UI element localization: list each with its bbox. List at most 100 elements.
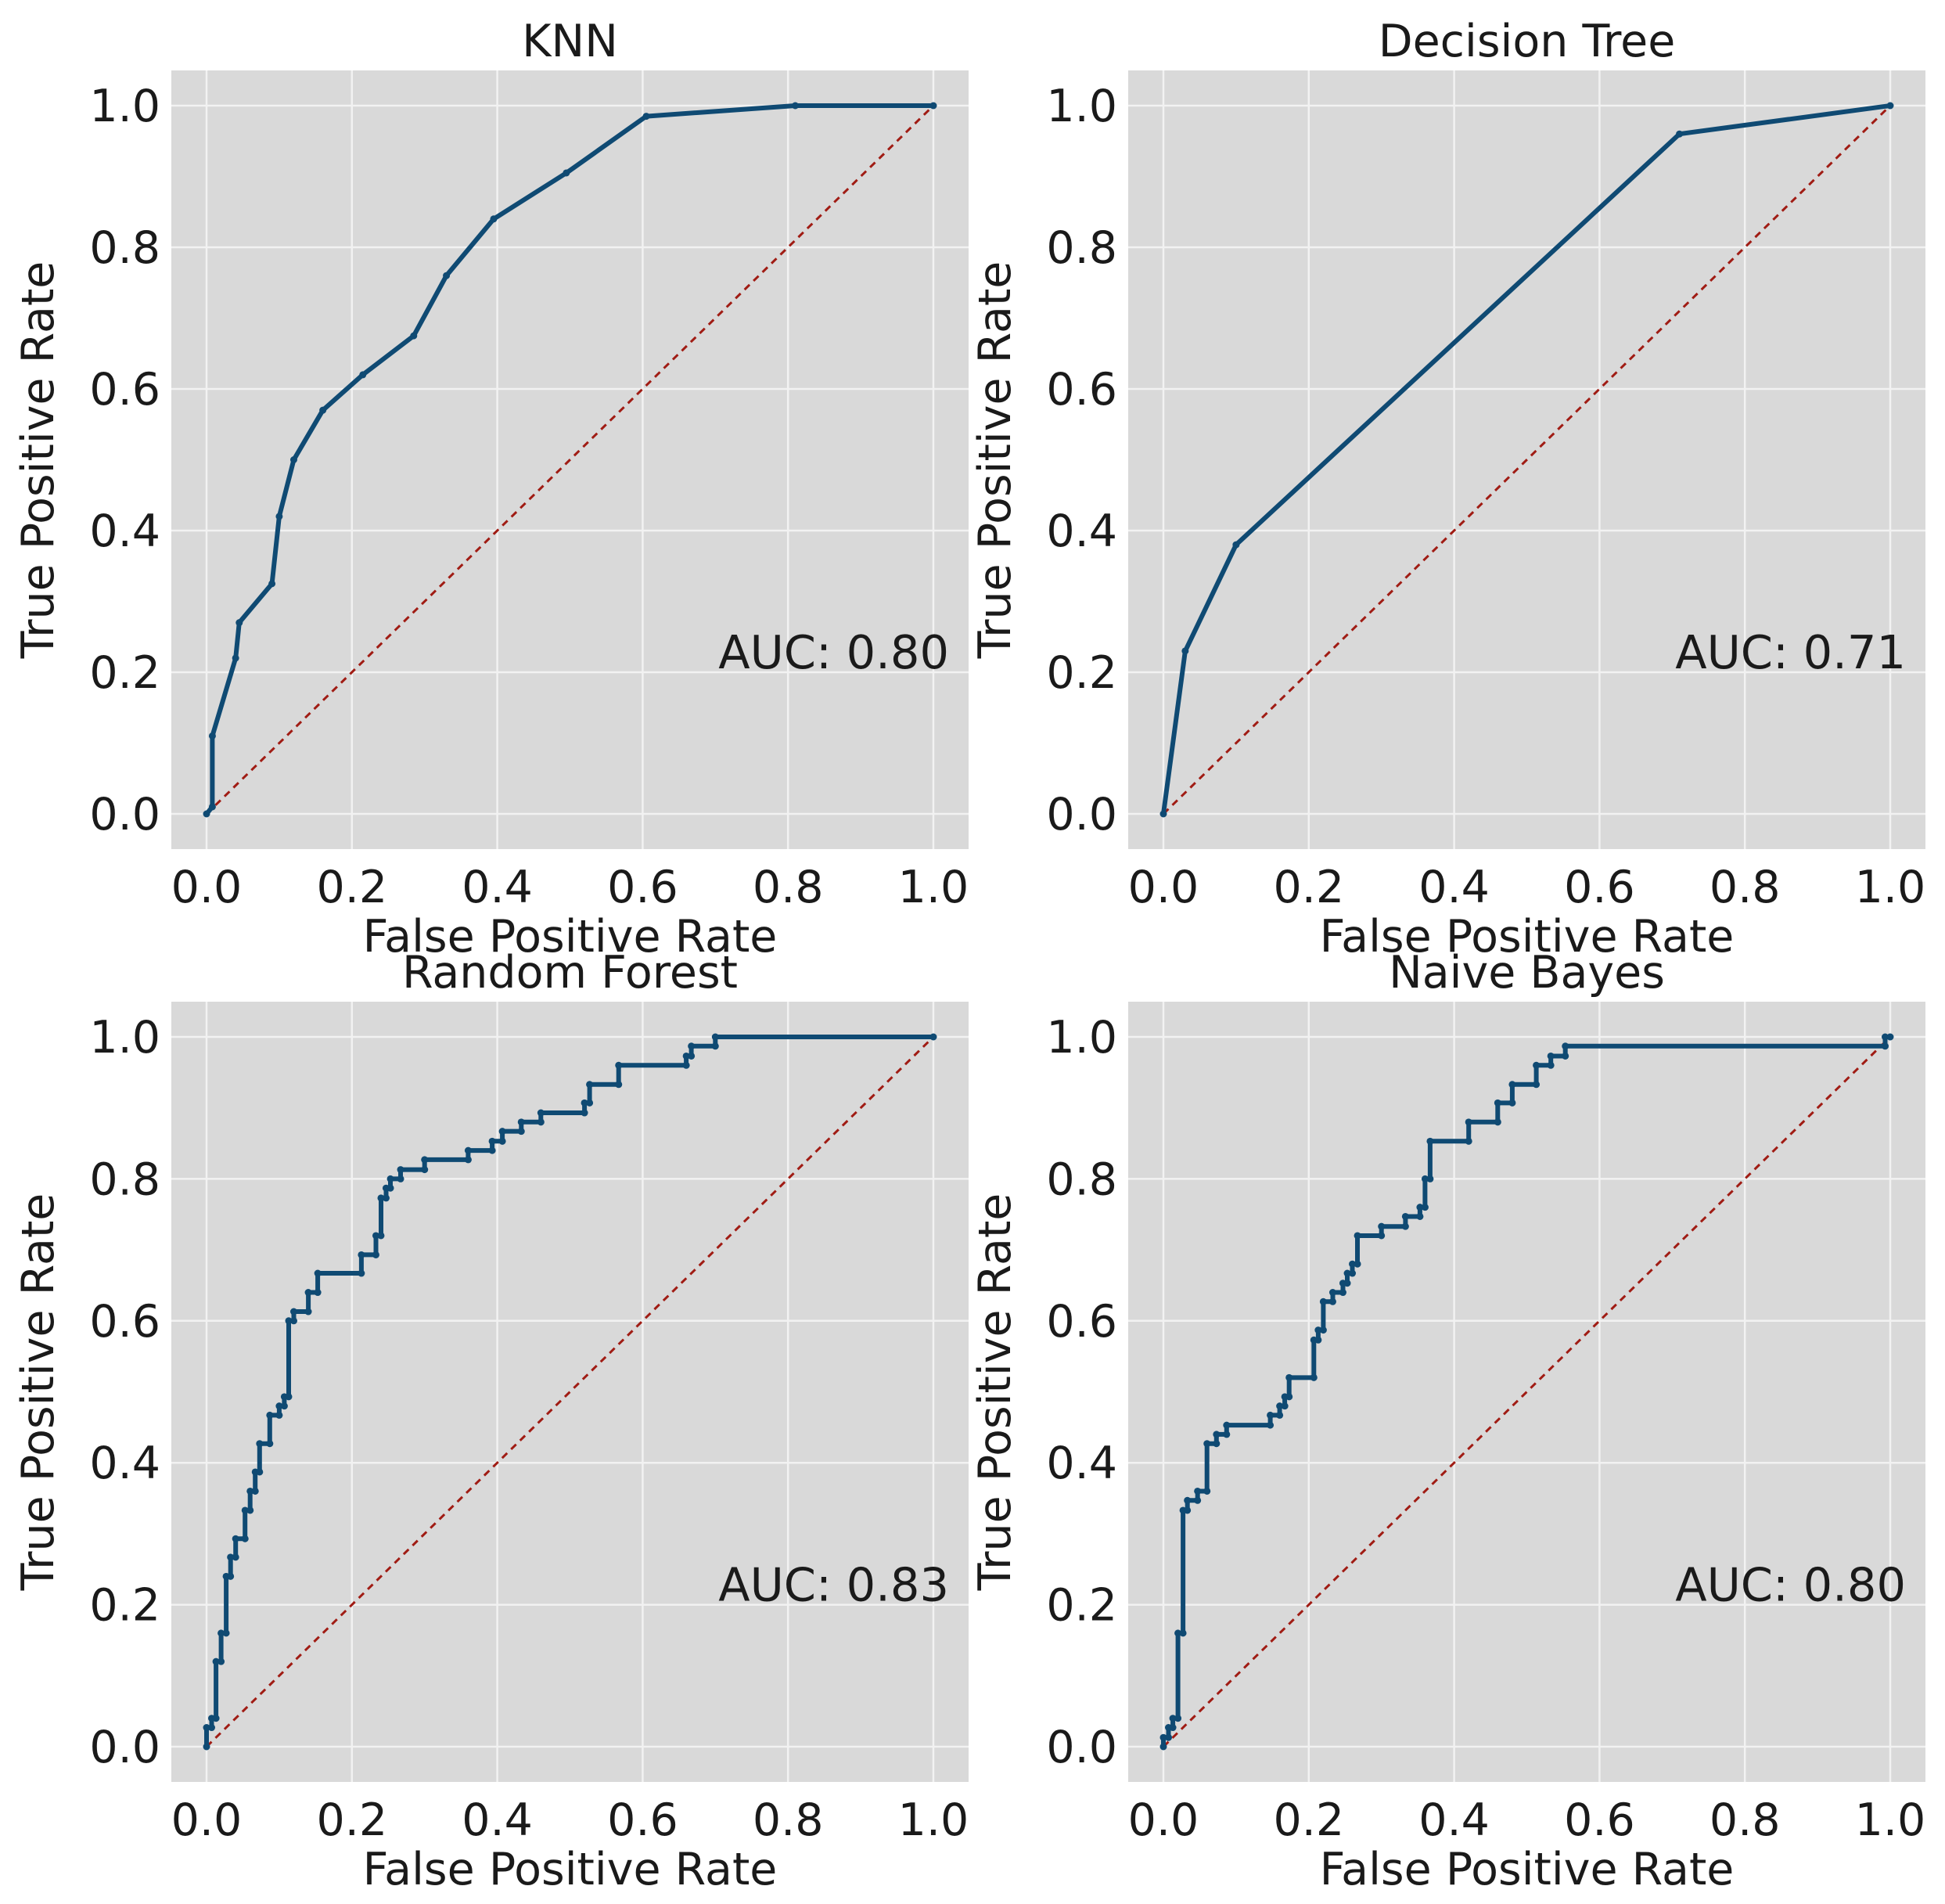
roc-point — [517, 1118, 525, 1126]
chance-line — [205, 1035, 935, 1748]
roc-point — [1465, 1118, 1472, 1126]
roc-point — [319, 406, 327, 414]
roc-point — [386, 1175, 394, 1182]
x-tick-label: 1.0 — [1855, 1794, 1926, 1846]
roc-point — [377, 1232, 385, 1240]
roc-point — [1174, 1629, 1182, 1637]
roc-point — [1562, 1052, 1569, 1060]
roc-point — [488, 1137, 496, 1145]
y-tick-label: 0.8 — [1046, 1154, 1117, 1205]
x-tick-label: 0.4 — [1418, 1794, 1490, 1846]
roc-point — [1232, 541, 1240, 549]
roc-point — [1349, 1260, 1357, 1268]
y-tick-label: 0.6 — [1046, 1296, 1117, 1348]
roc-point — [1169, 1715, 1177, 1722]
roc-point — [1881, 1042, 1889, 1050]
roc-point — [1314, 1326, 1322, 1334]
roc-point — [1159, 1743, 1167, 1751]
x-axis-label: False Positive Rate — [1320, 1844, 1735, 1895]
roc-point — [289, 1308, 297, 1316]
roc-point — [1508, 1099, 1516, 1107]
roc-point — [377, 1194, 385, 1202]
roc-point — [581, 1109, 588, 1117]
x-tick-label: 0.0 — [1128, 862, 1199, 913]
x-tick-label: 0.6 — [607, 862, 678, 913]
roc-point — [1159, 810, 1167, 818]
roc-point — [1533, 1061, 1541, 1069]
roc-point — [314, 1289, 322, 1297]
x-tick-label: 0.4 — [462, 1794, 533, 1846]
roc-point — [1547, 1061, 1555, 1069]
auc-annotation: AUC: 0.71 — [1675, 625, 1906, 679]
roc-point — [443, 272, 451, 279]
panel-title: Decision Tree — [1379, 16, 1676, 67]
roc-point — [235, 619, 243, 627]
roc-point — [688, 1052, 696, 1060]
roc-point — [268, 580, 276, 588]
roc-point — [275, 1402, 283, 1410]
roc-point — [386, 1184, 394, 1192]
x-tick-label: 0.0 — [171, 1794, 243, 1846]
decision-tree-roc-panel: 0.00.0 0.2 0.2 0.4 0.4 0.6 0.6 0.8 0.8 1.0 1.0 Fals… — [969, 16, 1925, 963]
x-axis-label: False Positive Rate — [363, 1844, 778, 1895]
x-tick-label: 1.0 — [898, 1794, 969, 1846]
x-tick-label: 0.0 — [171, 862, 243, 913]
x-tick-label: 0.6 — [607, 1794, 678, 1846]
roc-point — [304, 1308, 312, 1316]
auc-annotation: AUC: 0.83 — [718, 1558, 949, 1612]
auc-annotation: AUC: 0.80 — [718, 625, 949, 679]
y-tick-label: 0.8 — [89, 1154, 160, 1205]
roc-point — [929, 1033, 937, 1041]
y-tick-label: 1.0 — [89, 1012, 160, 1064]
roc-point — [1169, 1724, 1177, 1732]
roc-point — [586, 1099, 594, 1107]
x-tick-label: 0.8 — [1710, 1794, 1781, 1846]
roc-point — [1203, 1440, 1211, 1448]
roc-point — [688, 1042, 696, 1050]
x-tick-label: 0.2 — [1273, 862, 1344, 913]
roc-point — [682, 1052, 690, 1060]
roc-point — [275, 1411, 283, 1419]
roc-point — [1886, 102, 1894, 110]
roc-point — [1203, 1487, 1211, 1495]
roc-point — [1281, 1402, 1289, 1410]
y-tick-label: 0.6 — [89, 1296, 160, 1348]
roc-point — [711, 1042, 719, 1050]
x-tick-label: 0.0 — [1128, 1794, 1199, 1846]
y-axis-label: True Positive Rate — [969, 1193, 1021, 1592]
y-tick-label: 0.2 — [89, 1580, 160, 1632]
roc-point — [498, 1128, 506, 1136]
auc-annotation: AUC: 0.80 — [1675, 1558, 1906, 1612]
naive-bayes-roc-panel: 0.00.0 0.2 0.2 0.4 0.4 0.6 0.6 0.8 0.8 1.0 1.0 Fals… — [969, 947, 1925, 1895]
roc-point — [1165, 1733, 1173, 1741]
roc-point — [382, 1194, 390, 1202]
roc-point — [359, 371, 367, 379]
roc-point — [1881, 1033, 1889, 1041]
roc-point — [1328, 1298, 1336, 1305]
y-tick-label: 0.2 — [1046, 1580, 1117, 1632]
roc-point — [1194, 1496, 1202, 1504]
roc-point — [232, 1535, 239, 1542]
roc-point — [1354, 1232, 1361, 1240]
y-tick-label: 0.0 — [89, 1722, 160, 1773]
y-tick-label: 0.2 — [89, 647, 160, 699]
roc-point — [1354, 1260, 1361, 1268]
roc-point — [372, 1232, 379, 1240]
roc-point — [615, 1061, 623, 1069]
roc-point — [1319, 1298, 1327, 1305]
x-tick-label: 0.4 — [1418, 862, 1490, 913]
roc-point — [1184, 1496, 1192, 1504]
panel-title: Naive Bayes — [1389, 947, 1665, 999]
x-tick-label: 0.8 — [753, 1794, 824, 1846]
roc-point — [256, 1440, 264, 1448]
roc-point — [358, 1269, 365, 1277]
chance-line — [1162, 1035, 1892, 1748]
x-tick-label: 0.8 — [1710, 862, 1781, 913]
roc-point — [1267, 1421, 1274, 1429]
roc-point — [488, 1146, 496, 1154]
roc-point — [1533, 1081, 1541, 1089]
roc-point — [929, 102, 937, 110]
roc-point — [212, 1657, 220, 1665]
roc-point — [203, 1724, 210, 1732]
roc-point — [304, 1289, 312, 1297]
